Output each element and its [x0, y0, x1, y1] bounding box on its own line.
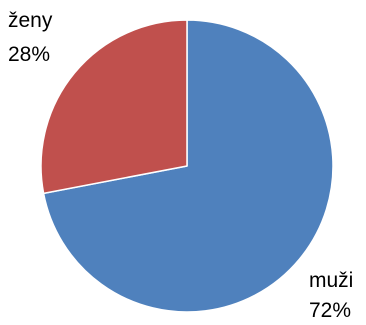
- slice-label-zeny: ženy: [8, 9, 53, 32]
- slice-label-muzi: muži: [309, 269, 353, 292]
- slice-value-zeny: 28%: [8, 43, 50, 66]
- pie-slice-muzi: [42, 19, 334, 313]
- slice-value-muzi: 72%: [309, 299, 351, 322]
- pie-slices: [40, 19, 334, 313]
- pie-slice-zeny: [40, 19, 188, 195]
